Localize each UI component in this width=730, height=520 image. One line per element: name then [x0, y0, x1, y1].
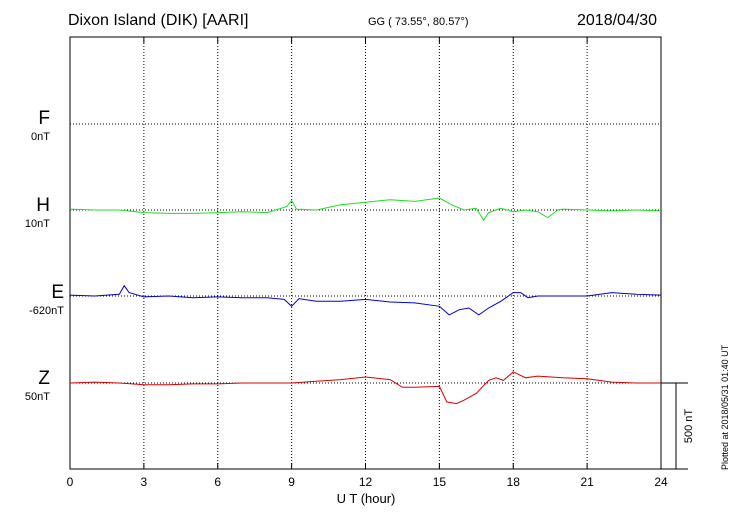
- x-tick-label-9: 9: [288, 475, 295, 489]
- component-letter-e: E: [51, 282, 64, 303]
- x-tick-label-15: 15: [433, 475, 447, 489]
- scale-bar-label: 500 nT: [683, 409, 695, 444]
- component-letter-f: F: [38, 108, 50, 129]
- x-tick-label-18: 18: [507, 475, 521, 489]
- x-tick-label-24: 24: [654, 475, 668, 489]
- plot-date: 2018/04/30: [577, 12, 658, 29]
- x-tick-label-21: 21: [580, 475, 594, 489]
- series-line-h: [69, 197, 662, 222]
- component-letter-z: Z: [38, 368, 50, 389]
- component-baseline-e: -620nT: [29, 305, 64, 317]
- component-baseline-h: 10nT: [24, 218, 50, 230]
- station-coordinates: GG ( 73.55°, 80.57°): [368, 16, 469, 28]
- x-axis-ticks: 0 3 6 9 12 15 18 21 24: [67, 37, 668, 489]
- component-label-f: F 0nT: [0, 108, 50, 143]
- x-tick-label-12: 12: [359, 475, 373, 489]
- component-baseline-f: 0nT: [31, 131, 50, 143]
- component-label-h: H 10nT: [0, 195, 50, 230]
- x-tick-label-6: 6: [214, 475, 221, 489]
- component-label-z: Z 50nT: [0, 368, 50, 403]
- component-baseline-z: 50nT: [24, 391, 50, 403]
- scale-bar: 500 nT: [661, 382, 695, 470]
- component-letter-h: H: [36, 195, 50, 216]
- series-line-z: [69, 371, 661, 405]
- x-tick-label-3: 3: [141, 475, 148, 489]
- x-tick-label-0: 0: [67, 475, 74, 489]
- x-axis-label: U T (hour): [337, 491, 396, 506]
- grid-lines: [70, 37, 661, 469]
- plotted-timestamp: Plotted at 2018/05/31 01:40 UT: [720, 344, 730, 470]
- series-line-e: [69, 284, 662, 316]
- series-lines: [69, 197, 662, 405]
- component-label-e: E -620nT: [14, 282, 64, 317]
- station-title: Dixon Island (DIK) [AARI]: [68, 12, 249, 29]
